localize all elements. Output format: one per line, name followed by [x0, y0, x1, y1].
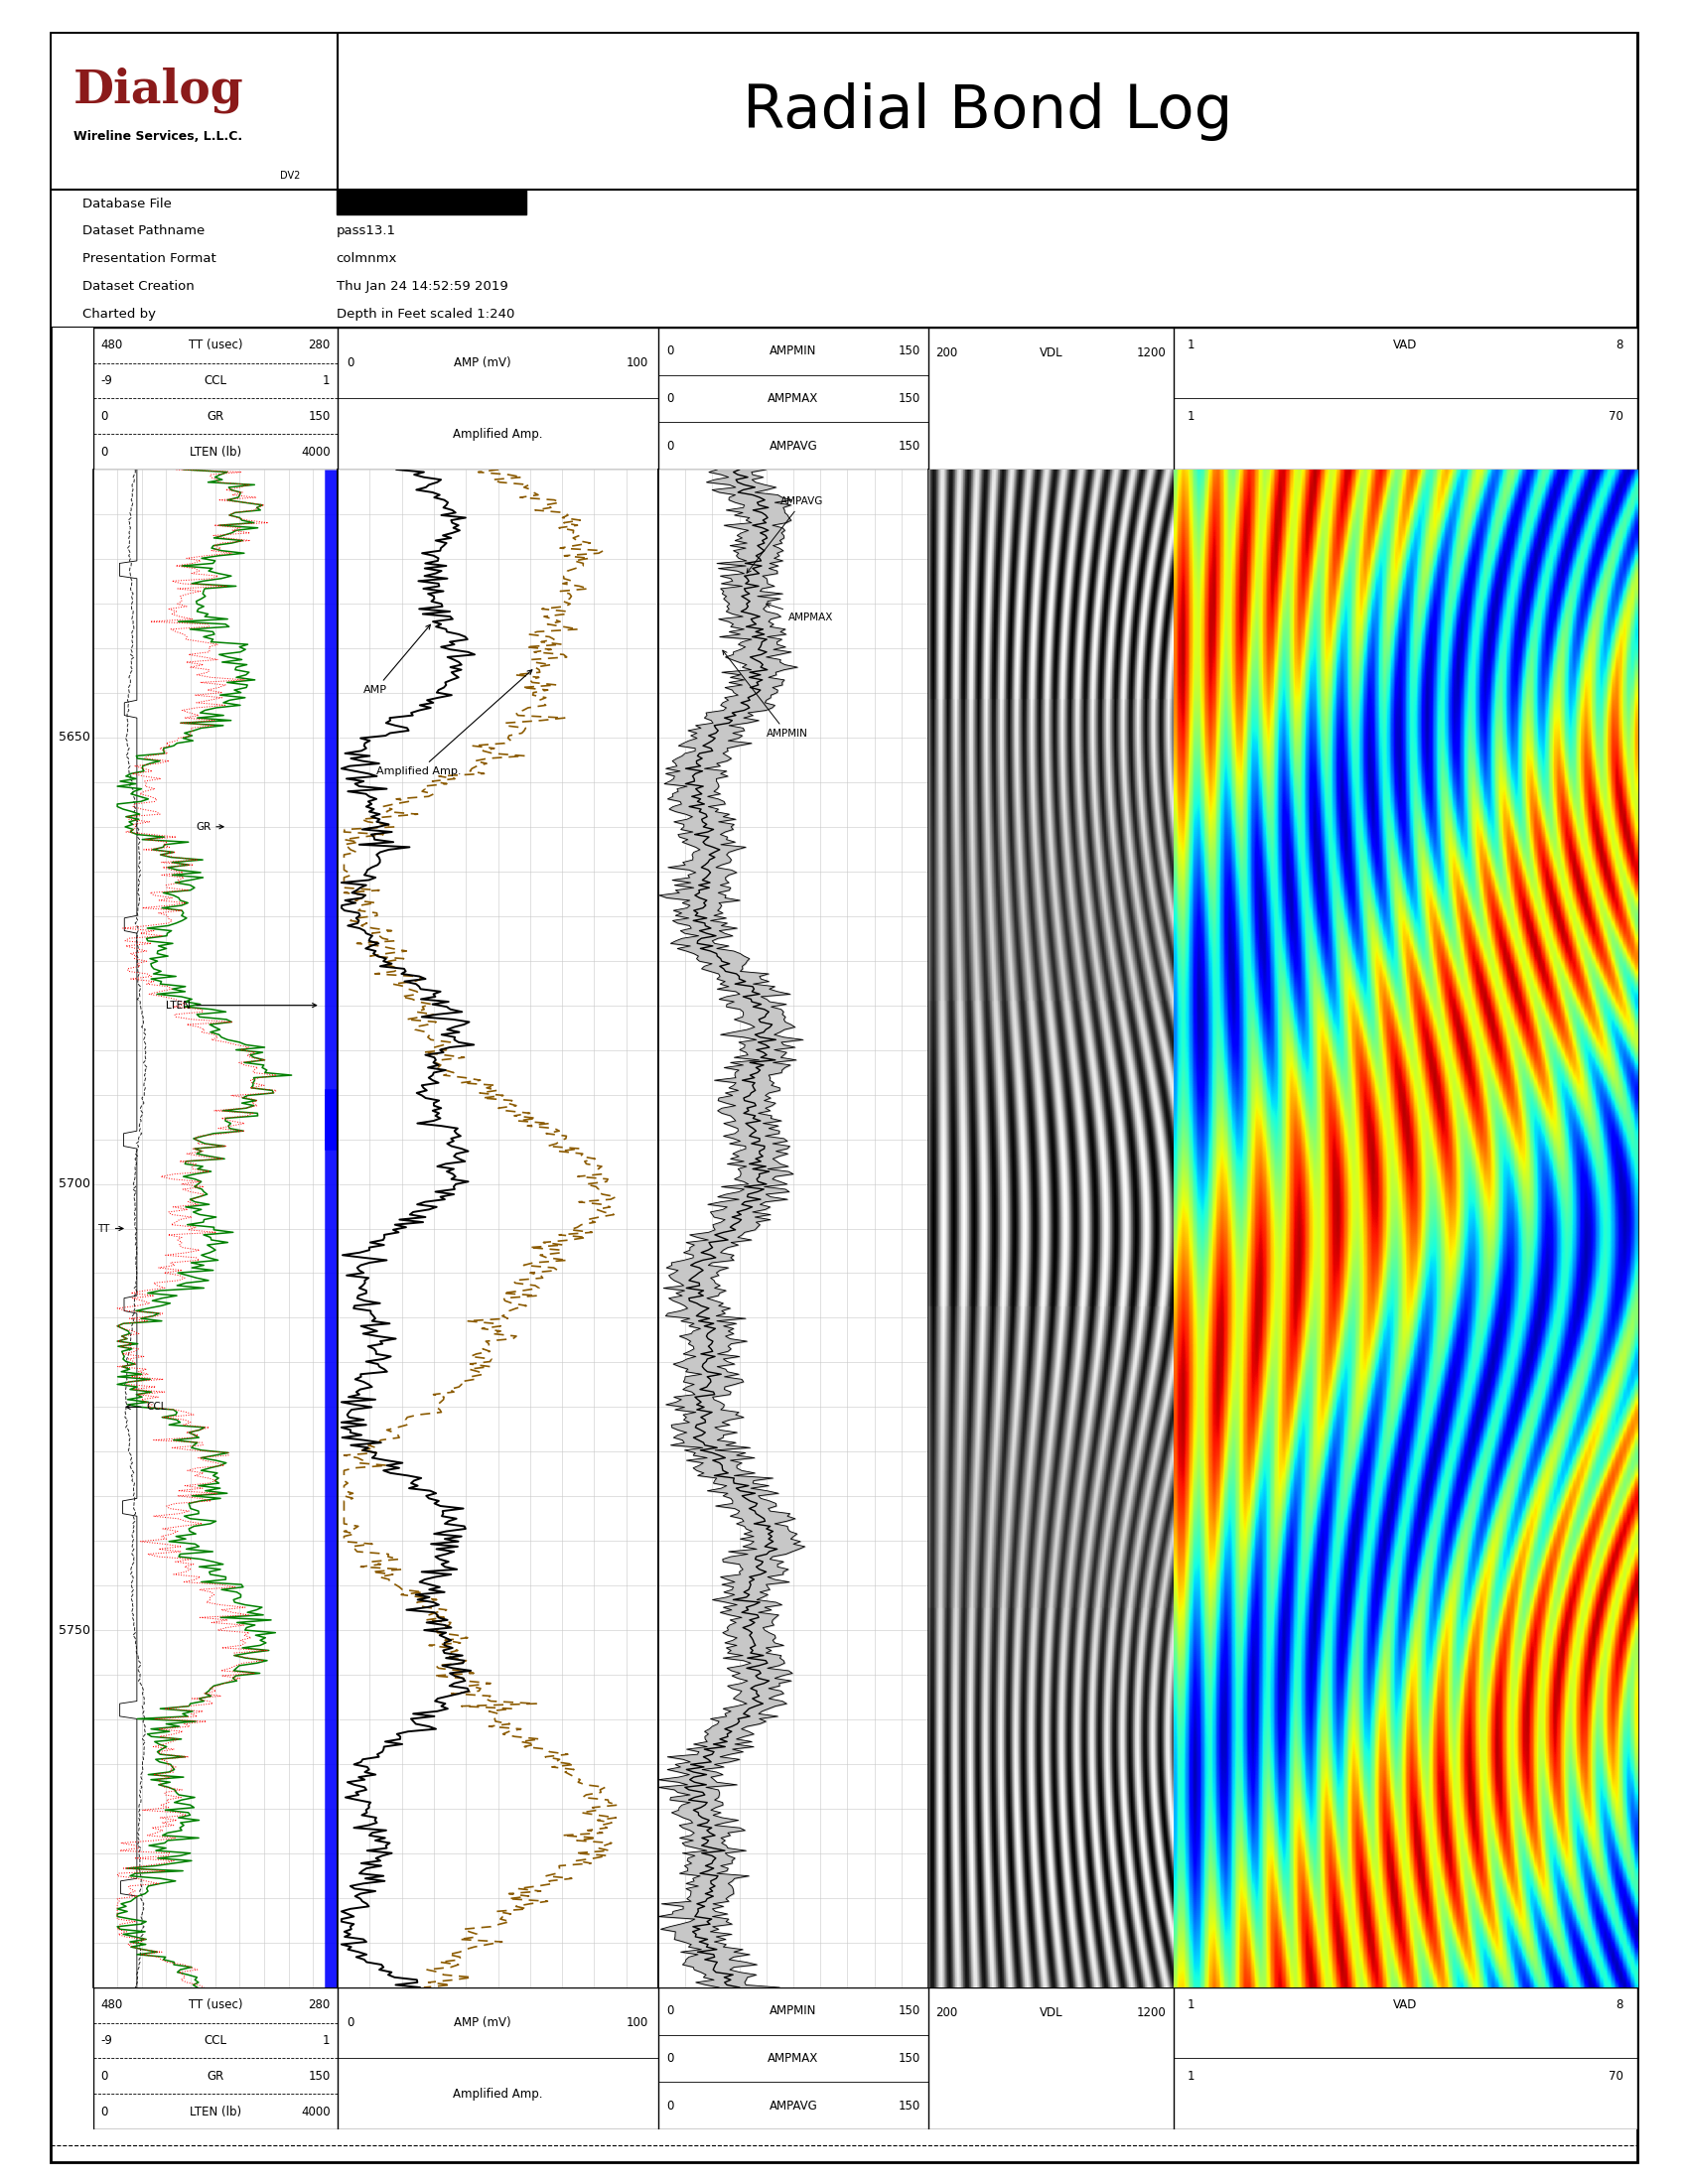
Text: 200: 200	[935, 2007, 957, 2020]
Text: TT (usec): TT (usec)	[187, 1998, 243, 2011]
Text: AMPAVG: AMPAVG	[746, 496, 824, 572]
Text: colmnmx: colmnmx	[336, 253, 397, 264]
Text: AMPMAX: AMPMAX	[768, 393, 819, 404]
Text: Amplified Amp.: Amplified Amp.	[452, 2088, 544, 2101]
Text: 150: 150	[898, 2053, 920, 2064]
Text: Thu Jan 24 14:52:59 2019: Thu Jan 24 14:52:59 2019	[336, 280, 508, 293]
Text: GR: GR	[206, 411, 225, 424]
Text: 0: 0	[348, 356, 354, 369]
Text: 0: 0	[100, 2105, 108, 2118]
Text: VDL: VDL	[1040, 347, 1062, 360]
Text: 150: 150	[898, 439, 920, 452]
Text: 70: 70	[1609, 411, 1624, 424]
Text: 1: 1	[1187, 1998, 1195, 2011]
Text: AMPMAX: AMPMAX	[766, 603, 832, 622]
Text: 1: 1	[322, 373, 331, 387]
Text: VDL: VDL	[1040, 2007, 1062, 2020]
Text: 150: 150	[898, 2099, 920, 2112]
Text: CCL: CCL	[127, 1402, 167, 1413]
Text: CCL: CCL	[204, 373, 226, 387]
Text: 8: 8	[1615, 1998, 1624, 2011]
Text: TT: TT	[98, 1223, 123, 1234]
Text: 0: 0	[667, 2053, 674, 2064]
Text: Dialog: Dialog	[74, 68, 245, 114]
Text: 480: 480	[100, 1998, 122, 2011]
Text: LTEN: LTEN	[165, 1000, 316, 1011]
Text: Dataset Pathname: Dataset Pathname	[83, 225, 204, 238]
Text: 0: 0	[667, 2005, 674, 2018]
Bar	[336, 190, 527, 214]
Text: -9: -9	[100, 2033, 111, 2046]
Text: 5750: 5750	[59, 1625, 91, 1636]
Text: 1: 1	[1187, 2070, 1195, 2084]
Text: VAD: VAD	[1393, 1998, 1418, 2011]
Text: 150: 150	[898, 393, 920, 404]
Text: AMPMIN: AMPMIN	[770, 2005, 817, 2018]
Text: Wireline Services, L.L.C.: Wireline Services, L.L.C.	[74, 131, 243, 144]
Text: Presentation Format: Presentation Format	[83, 253, 216, 264]
Text: AMPMIN: AMPMIN	[722, 651, 809, 738]
Text: 100: 100	[626, 2016, 648, 2029]
Text: AMPMAX: AMPMAX	[768, 2053, 819, 2064]
Text: Depth in Feet scaled 1:240: Depth in Feet scaled 1:240	[336, 308, 515, 321]
Text: Radial Bond Log: Radial Bond Log	[743, 83, 1232, 140]
Text: 0: 0	[100, 2070, 108, 2084]
Text: Charted by: Charted by	[83, 308, 155, 321]
Text: 1200: 1200	[1136, 2007, 1166, 2020]
Text: 0: 0	[100, 411, 108, 424]
Text: 150: 150	[898, 2005, 920, 2018]
Text: LTEN (lb): LTEN (lb)	[189, 446, 241, 459]
Text: LTEN (lb): LTEN (lb)	[189, 2105, 241, 2118]
Text: AMP: AMP	[363, 625, 430, 695]
Text: 5700: 5700	[59, 1177, 91, 1190]
Text: Dataset Creation: Dataset Creation	[83, 280, 194, 293]
Text: 4000: 4000	[300, 446, 331, 459]
Text: 5650: 5650	[59, 732, 91, 745]
Text: 1: 1	[1187, 339, 1195, 352]
Text: 1200: 1200	[1136, 347, 1166, 360]
Text: CCL: CCL	[204, 2033, 226, 2046]
Text: Amplified Amp.: Amplified Amp.	[452, 428, 544, 441]
Text: 280: 280	[309, 1998, 331, 2011]
Text: 150: 150	[898, 345, 920, 358]
Text: Database File: Database File	[83, 197, 172, 210]
Text: 1: 1	[322, 2033, 331, 2046]
Text: TT (usec): TT (usec)	[187, 339, 243, 352]
Text: 1: 1	[1187, 411, 1195, 424]
Text: VAD: VAD	[1393, 339, 1418, 352]
Text: AMP (mV): AMP (mV)	[454, 2016, 510, 2029]
Text: 0: 0	[667, 439, 674, 452]
Text: 280: 280	[309, 339, 331, 352]
Text: AMP (mV): AMP (mV)	[454, 356, 510, 369]
Text: 0: 0	[667, 393, 674, 404]
Text: AMPMIN: AMPMIN	[770, 345, 817, 358]
Text: AMPAVG: AMPAVG	[770, 439, 817, 452]
Text: 70: 70	[1609, 2070, 1624, 2084]
Text: 0: 0	[100, 446, 108, 459]
Text: GR: GR	[206, 2070, 225, 2084]
Text: pass13.1: pass13.1	[336, 225, 395, 238]
Text: Amplified Amp.: Amplified Amp.	[376, 670, 532, 775]
Text: AMPAVG: AMPAVG	[770, 2099, 817, 2112]
Text: 4000: 4000	[300, 2105, 331, 2118]
Text: -9: -9	[100, 373, 111, 387]
Text: 150: 150	[309, 2070, 331, 2084]
Text: 200: 200	[935, 347, 957, 360]
Text: 8: 8	[1615, 339, 1624, 352]
Text: 0: 0	[667, 2099, 674, 2112]
Text: DV2: DV2	[280, 170, 300, 181]
Text: 480: 480	[100, 339, 122, 352]
Text: 150: 150	[309, 411, 331, 424]
Text: GR: GR	[196, 821, 223, 832]
Text: 0: 0	[667, 345, 674, 358]
Text: 0: 0	[348, 2016, 354, 2029]
Text: 100: 100	[626, 356, 648, 369]
